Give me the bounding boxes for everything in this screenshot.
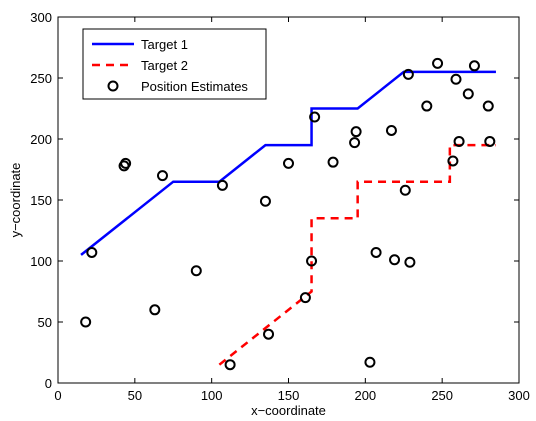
marker-position-estimates [364, 356, 376, 368]
marker-position-estimates [350, 126, 362, 138]
marker-position-estimates [484, 135, 496, 147]
marker-position-estimates [224, 359, 236, 371]
legend-label-target-2: Target 2 [141, 58, 188, 73]
x-tick-label: 50 [128, 388, 142, 403]
marker-position-estimates [447, 155, 459, 167]
marker-position-estimates [370, 246, 382, 258]
line-target-1 [80, 70, 496, 256]
marker-position-estimates [450, 73, 462, 85]
marker-position-estimates [389, 254, 401, 266]
marker-position-estimates [80, 316, 92, 328]
marker-position-estimates [216, 179, 228, 191]
x-tick-label: 300 [508, 388, 530, 403]
marker-position-estimates [399, 184, 411, 196]
marker-position-estimates [299, 292, 311, 304]
marker-position-estimates [309, 111, 321, 123]
marker-position-estimates [404, 256, 416, 268]
y-tick-label: 0 [45, 376, 52, 391]
legend: Target 1 Target 2 Position Estimates [82, 28, 267, 100]
y-axis-label: y−coordinate [8, 163, 23, 238]
marker-position-estimates [259, 195, 271, 207]
x-tick-label: 250 [431, 388, 453, 403]
y-tick-label: 300 [30, 10, 52, 25]
marker-position-estimates [327, 156, 339, 168]
marker-position-estimates [120, 157, 132, 169]
marker-position-estimates [462, 88, 474, 100]
legend-label-position-estimates: Position Estimates [141, 79, 248, 94]
marker-position-estimates [421, 100, 433, 112]
marker-position-estimates [306, 255, 318, 267]
marker-position-estimates [432, 57, 444, 69]
legend-marker-position-estimates [107, 80, 119, 92]
marker-position-estimates [156, 170, 168, 182]
legend-label-target-1: Target 1 [141, 37, 188, 52]
series-layer [80, 57, 496, 371]
marker-position-estimates [468, 60, 480, 72]
x-tick-label: 150 [278, 388, 300, 403]
y-tick-label: 50 [38, 315, 52, 330]
marker-position-estimates [385, 124, 397, 136]
marker-position-estimates [453, 135, 465, 147]
x-tick-label: 100 [201, 388, 223, 403]
line-target-2 [218, 143, 496, 366]
marker-position-estimates [283, 157, 294, 169]
x-tick-label: 200 [354, 388, 376, 403]
x-axis-label: x−coordinate [251, 403, 326, 418]
y-tick-label: 150 [30, 193, 52, 208]
marker-position-estimates [482, 100, 494, 112]
y-tick-label: 200 [30, 132, 52, 147]
x-tick-label: 0 [54, 388, 61, 403]
ticks-layer: 0 50 100 150 200 250 300 0 50 100 150 200 250 300 [30, 10, 530, 403]
y-tick-label: 100 [30, 254, 52, 269]
marker-position-estimates [349, 137, 361, 149]
marker-position-estimates [190, 265, 202, 277]
y-tick-label: 250 [30, 71, 52, 86]
marker-position-estimates [402, 68, 414, 80]
marker-position-estimates [86, 246, 98, 258]
marker-position-estimates [263, 328, 275, 340]
marker-position-estimates [149, 304, 161, 316]
